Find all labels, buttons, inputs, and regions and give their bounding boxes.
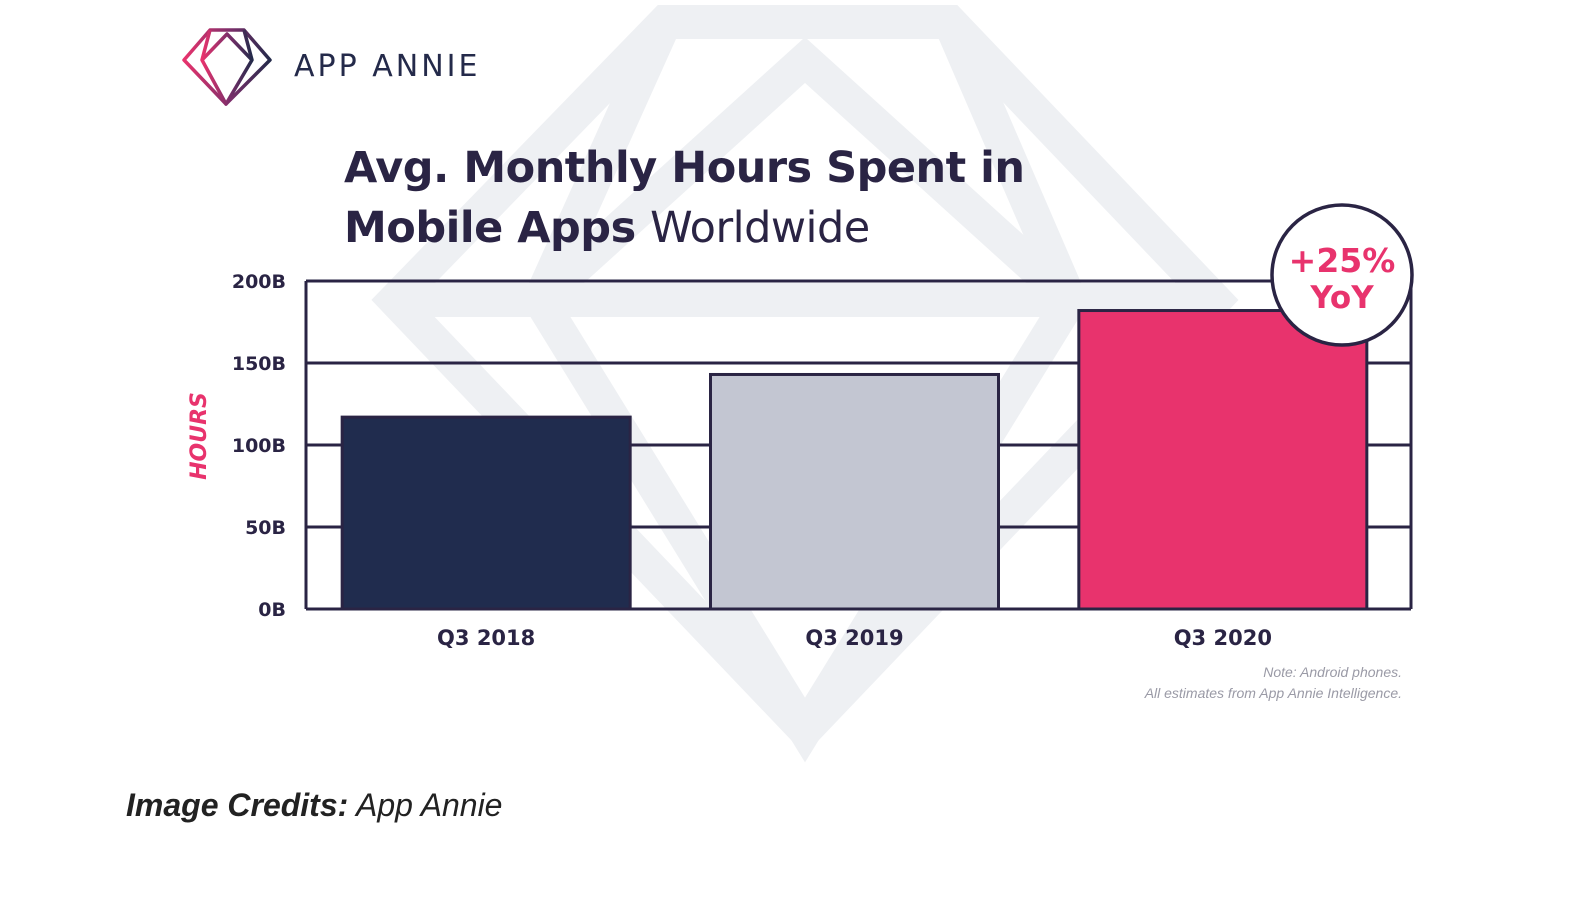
y-tick-label: 200B [232,271,286,293]
note-line1: Note: Android phones. [1263,664,1402,680]
bar-q3-2020 [1077,309,1369,611]
app-annie-diamond-icon [182,28,272,106]
x-tick-label: Q3 2020 [1174,626,1272,650]
credits-label: Image Credits: [126,787,349,823]
y-tick-label: 50B [245,517,286,539]
yoy-badge-value: +25% [1289,241,1396,280]
x-tick-label: Q3 2018 [437,626,535,650]
chart-title-line2: Mobile Apps Worldwide [344,198,1025,258]
y-tick-label: 100B [232,435,286,457]
bar-q3-2018 [340,415,632,611]
brand-name: APP ANNIE [294,48,481,84]
chart-title-light: Worldwide [650,203,870,253]
yoy-badge-label: YoY [1309,280,1374,316]
bar-q3-2019 [709,372,1000,611]
chart-title-line1: Avg. Monthly Hours Spent in [344,143,1025,193]
chart-title: Avg. Monthly Hours Spent in Mobile Apps … [344,138,1025,258]
x-tick-label: Q3 2019 [805,626,903,650]
y-tick-label: 150B [232,353,286,375]
brand-logo: APP ANNIE [182,26,480,106]
credits-source: App Annie [355,787,503,823]
yoy-badge [1270,203,1414,347]
image-credits: Image Credits: App Annie [126,787,502,824]
chart-title-bold: Mobile Apps [344,203,636,253]
chart-note: Note: Android phones. All estimates from… [1145,662,1402,704]
y-axis-label: HOURS [187,392,212,480]
y-tick-label: 0B [258,599,286,621]
note-line2: All estimates from App Annie Intelligenc… [1144,685,1402,701]
